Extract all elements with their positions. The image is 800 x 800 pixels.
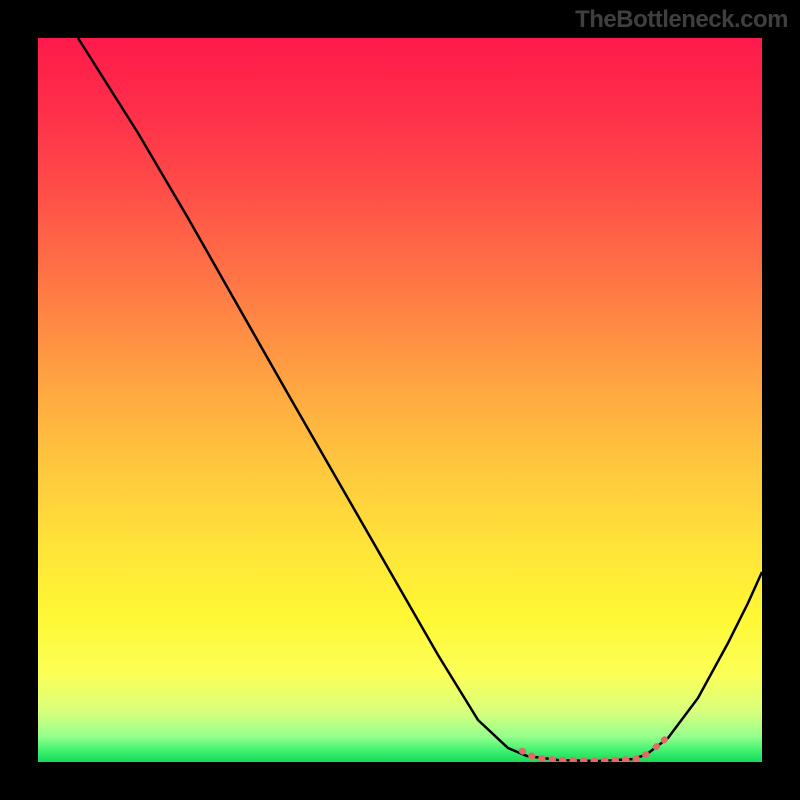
optimal-range-marker-0 [522, 751, 647, 761]
curve-line [78, 38, 762, 761]
chart-plot-area [38, 38, 762, 762]
bottleneck-curve [38, 38, 762, 762]
watermark-text: TheBottleneck.com [575, 6, 788, 34]
